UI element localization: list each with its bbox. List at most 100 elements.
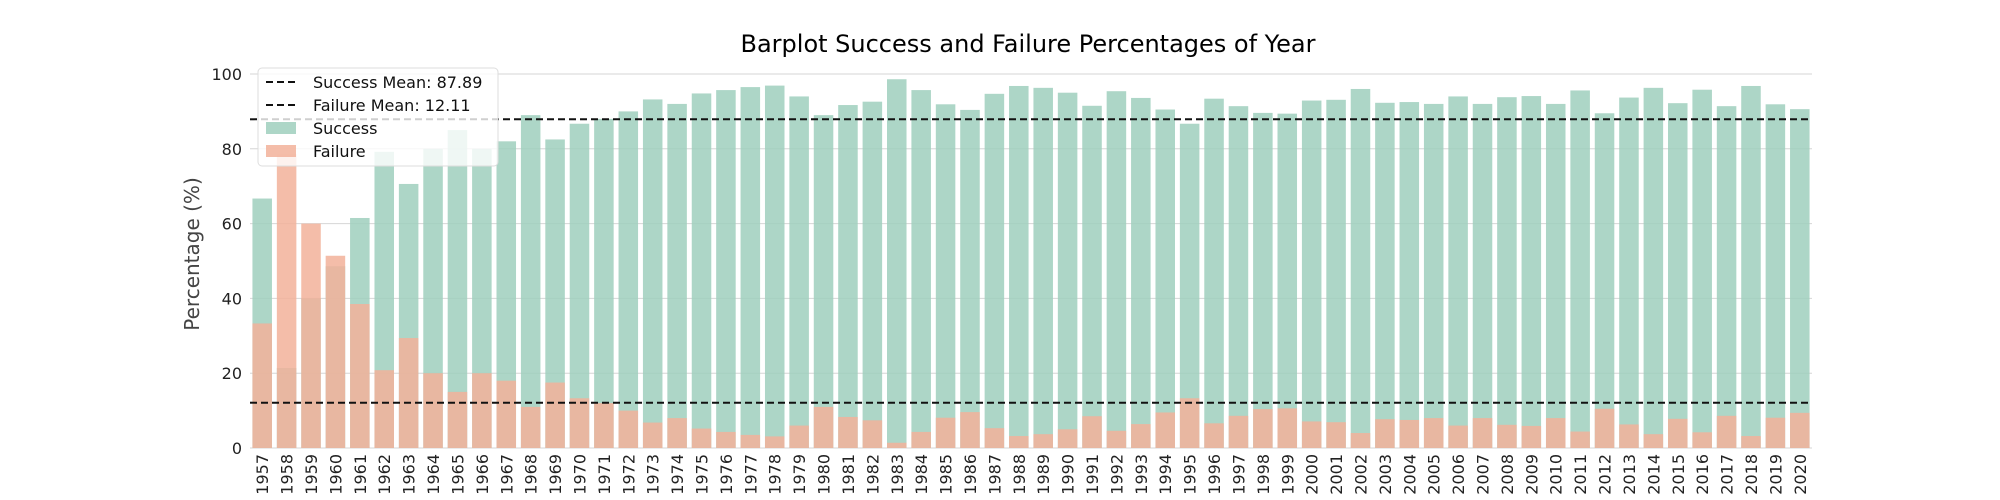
failure-bar xyxy=(325,255,346,448)
success-bar xyxy=(764,85,785,449)
failure-bar xyxy=(838,416,858,448)
success-bar xyxy=(1643,87,1664,448)
x-tick-label: 1961 xyxy=(351,454,370,495)
failure-bar xyxy=(423,373,443,448)
x-tick-label: 2005 xyxy=(1425,454,1444,495)
success-bar xyxy=(1399,102,1420,449)
failure-bar xyxy=(1155,412,1175,448)
legend-series-swatch xyxy=(266,145,296,157)
failure-bar xyxy=(1521,425,1542,448)
failure-bar xyxy=(1643,434,1664,448)
x-tick-label: 1990 xyxy=(1059,454,1078,495)
x-tick-label: 1962 xyxy=(375,454,394,495)
x-tick-label: 1969 xyxy=(546,454,565,495)
x-tick-label: 2008 xyxy=(1498,454,1517,495)
legend-mean-label: Success Mean: 87.89 xyxy=(313,73,482,92)
legend-series-label: Failure xyxy=(313,142,366,161)
failure-bar xyxy=(301,223,321,448)
y-tick-labels: 0 20 40 60 80 100 xyxy=(211,65,242,458)
success-bar xyxy=(1521,96,1542,448)
x-tick-label: 1959 xyxy=(302,454,321,495)
x-tick-label: 1963 xyxy=(400,454,419,495)
success-bar xyxy=(1326,99,1346,448)
x-tick-label: 1998 xyxy=(1254,454,1273,495)
success-bar xyxy=(1375,102,1395,448)
x-tick-label: 1986 xyxy=(961,454,980,495)
success-bar xyxy=(1448,96,1468,448)
x-tick-label: 2002 xyxy=(1351,454,1370,495)
failure-bar xyxy=(911,431,931,448)
success-bar xyxy=(1179,123,1200,448)
x-tick-label: 1977 xyxy=(741,454,760,495)
x-tick-label: 1995 xyxy=(1181,454,1200,495)
failure-bar xyxy=(276,154,297,448)
failure-bar xyxy=(496,380,517,448)
failure-bar xyxy=(1399,419,1420,448)
x-tick-label: 1985 xyxy=(937,454,956,495)
failure-bar xyxy=(545,382,565,448)
failure-bar xyxy=(862,420,883,448)
success-bar xyxy=(1057,92,1078,448)
failure-bar xyxy=(740,434,761,448)
x-tick-label: 1973 xyxy=(644,454,663,495)
failure-bar xyxy=(520,406,541,448)
failure-bar xyxy=(1082,416,1102,448)
x-tick-label: 1982 xyxy=(863,454,882,495)
x-tick-label: 2016 xyxy=(1693,454,1712,495)
success-bar xyxy=(789,96,809,448)
failure-bar xyxy=(1350,433,1371,448)
legend: Success Mean: 87.89 Failure Mean: 12.11 Su… xyxy=(257,67,499,167)
x-tick-label: 2006 xyxy=(1449,454,1468,495)
success-bar xyxy=(1082,105,1102,448)
y-tick-label: 20 xyxy=(222,364,242,383)
failure-bar xyxy=(1253,409,1273,448)
x-tick-label: 2004 xyxy=(1400,454,1419,495)
mean-lines xyxy=(250,118,1812,404)
x-tick-label: 1968 xyxy=(522,454,541,495)
x-tick-label: 1991 xyxy=(1083,454,1102,495)
failure-bar xyxy=(1790,412,1810,448)
success-bar xyxy=(1106,91,1127,448)
failure-bar xyxy=(887,442,907,448)
success-bar xyxy=(716,90,736,448)
chart-title: Barplot Success and Failure Percentages … xyxy=(741,30,1316,58)
failure-bar xyxy=(252,323,272,448)
failure-bar xyxy=(447,391,468,448)
failure-bar xyxy=(1326,422,1346,448)
success-bar xyxy=(667,103,687,449)
success-bar xyxy=(1253,112,1273,449)
x-tick-label: 1957 xyxy=(253,454,272,495)
x-tick-label: 2017 xyxy=(1718,454,1737,495)
failure-bar xyxy=(764,436,785,448)
failure-bar xyxy=(1009,436,1029,448)
failure-bar xyxy=(667,418,687,448)
x-tick-label: 2012 xyxy=(1596,454,1615,495)
failure-bar xyxy=(1472,418,1493,448)
legend-mean-label: Failure Mean: 12.11 xyxy=(313,96,471,115)
x-tick-label: 1980 xyxy=(815,454,834,495)
success-bar xyxy=(642,99,663,448)
failure-bar xyxy=(1277,408,1298,448)
x-tick-label: 1992 xyxy=(1107,454,1126,495)
failure-bar xyxy=(1545,418,1566,448)
x-tick-label: 2000 xyxy=(1303,454,1322,495)
x-tick-label: 2014 xyxy=(1644,454,1663,495)
failure-bar xyxy=(1619,424,1639,448)
success-bar xyxy=(1594,113,1615,449)
success-bar xyxy=(911,90,931,448)
success-bar xyxy=(960,109,980,449)
success-bar xyxy=(1228,106,1249,448)
x-tick-label: 2007 xyxy=(1474,454,1493,495)
failure-bar xyxy=(472,373,492,448)
success-bar xyxy=(1619,97,1639,448)
failure-bar xyxy=(960,412,980,448)
x-tick-label: 2015 xyxy=(1669,454,1688,495)
success-bar xyxy=(447,130,468,448)
x-tick-label: 1979 xyxy=(790,454,809,495)
success-bar xyxy=(984,93,1005,449)
failure-bar xyxy=(350,304,370,448)
y-tick-label: 80 xyxy=(222,140,242,159)
x-tick-label: 1966 xyxy=(473,454,492,495)
success-bar xyxy=(1423,103,1444,449)
success-bar xyxy=(1716,106,1737,448)
